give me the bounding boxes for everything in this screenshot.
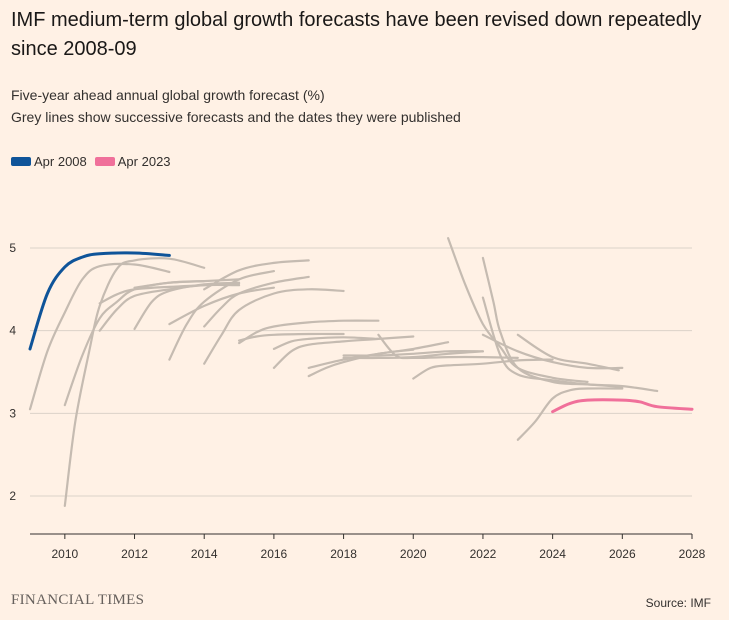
grey-forecast-line-13 [238,332,345,342]
grey-forecast-line-9 [203,275,310,328]
grey-forecast-line-2 [63,280,206,407]
source-note: Source: IMF [645,596,711,610]
x-tick-label: 2022 [470,547,497,561]
x-tick-label: 2018 [330,547,357,561]
chart-title: IMF medium-term global growth forecasts … [11,9,702,60]
x-tick-label: 2024 [539,547,566,561]
x-tick-label: 2026 [609,547,636,561]
x-tick-label: 2020 [400,547,427,561]
grey-forecast-line-18 [342,350,484,357]
grey-forecast-line-24 [481,296,659,393]
grey-forecast-line-1 [63,257,206,507]
grey-forecast-line-17 [307,341,450,369]
x-tick-label: 2016 [261,547,288,561]
y-tick-label: 3 [9,406,16,420]
grey-forecast-line-0 [28,262,171,411]
legend-item-apr-2008: Apr 2008 [11,154,87,169]
grey-forecast-line-11 [203,288,345,365]
grey-forecast-line-25 [481,333,624,370]
legend-swatch-apr-2023 [94,157,115,166]
subtitle-line-2: Grey lines show successive forecasts and… [11,109,461,125]
grey-forecast-line-20 [377,333,519,360]
y-tick-label: 5 [9,241,16,255]
chart-subtitle: Five-year ahead annual global growth for… [11,84,461,128]
subtitle-line-1: Five-year ahead annual global growth for… [11,87,325,103]
ft-logo: FINANCIAL TIMES [11,592,145,608]
grey-forecast-line-7 [168,270,275,361]
x-tick-label: 2014 [191,547,218,561]
chart-legend: Apr 2008 Apr 2023 [11,154,179,169]
y-tick-label: 2 [9,489,16,503]
legend-swatch-apr-2008 [11,157,31,166]
legend-item-apr-2023: Apr 2023 [94,154,171,169]
grey-forecast-line-22 [447,237,589,383]
grey-forecast-line-10 [203,259,310,291]
grey-forecast-line-21 [412,358,554,380]
legend-label-apr-2008: Apr 2008 [34,154,87,169]
x-tick-label: 2012 [121,547,148,561]
grey-forecast-line-12 [238,319,380,345]
legend-label-apr-2023: Apr 2023 [117,154,171,169]
x-tick-label: 2010 [51,547,78,561]
grey-forecast-line-8 [168,286,275,326]
series-line-apr-2023 [551,398,694,414]
grey-forecast-line-15 [272,336,380,350]
x-tick-label: 2028 [679,547,706,561]
grey-forecast-line-27 [516,333,620,372]
grey-forecast-line-26 [516,387,624,441]
y-tick-label: 4 [9,324,16,338]
grey-forecast-line-6 [133,278,241,289]
series-line-apr-2008 [28,251,171,351]
